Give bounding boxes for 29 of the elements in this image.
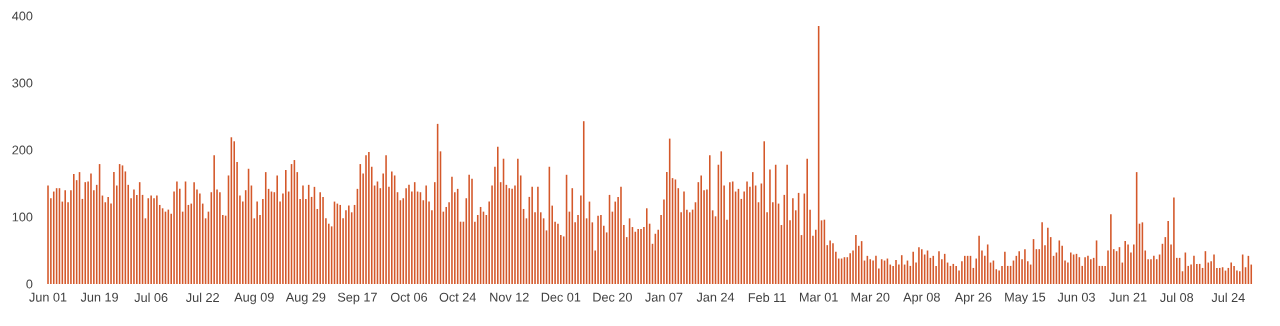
x-tick-label: Apr 26 — [954, 292, 992, 305]
x-tick-label: Jul 22 — [186, 292, 219, 303]
x-tick-label: Jun 19 — [80, 292, 118, 302]
y-tick-label: 300 — [12, 78, 33, 88]
x-tick-label: Feb 11 — [748, 292, 786, 303]
x-tick-label: Aug 09 — [234, 292, 274, 305]
x-tick-label: Jan 07 — [645, 292, 683, 302]
x-tick-label: Jul 06 — [134, 292, 168, 303]
x-tick-label: Aug 29 — [285, 292, 326, 305]
x-tick-label: Jun 01 — [29, 292, 67, 302]
y-tick-label: 100 — [12, 212, 33, 222]
x-tick-label: Mar 01 — [799, 292, 838, 302]
y-tick-label: 200 — [12, 145, 33, 155]
x-tick-label: Oct 24 — [439, 292, 476, 302]
x-tick-label: Jul 08 — [1160, 292, 1194, 303]
x-tick-label: Mar 20 — [851, 292, 890, 302]
y-tick-label: 400 — [12, 11, 33, 21]
y-tick-label: 0 — [26, 279, 33, 289]
x-tick-label: Jun 21 — [1109, 292, 1147, 302]
x-tick-label: Sep 17 — [337, 292, 377, 305]
x-tick-label: Dec 01 — [541, 292, 581, 302]
x-tick-label: Jun 03 — [1057, 292, 1095, 302]
x-tick-label: May 15 — [1005, 292, 1046, 305]
x-tick-label: Jul 24 — [1211, 292, 1245, 303]
x-tick-label: Nov 12 — [490, 292, 529, 302]
x-tick-label: Jan 24 — [696, 292, 735, 302]
x-tick-label: Dec 20 — [593, 292, 632, 302]
x-tick-label: Apr 08 — [903, 292, 940, 305]
x-tick-label: Oct 06 — [390, 292, 428, 302]
